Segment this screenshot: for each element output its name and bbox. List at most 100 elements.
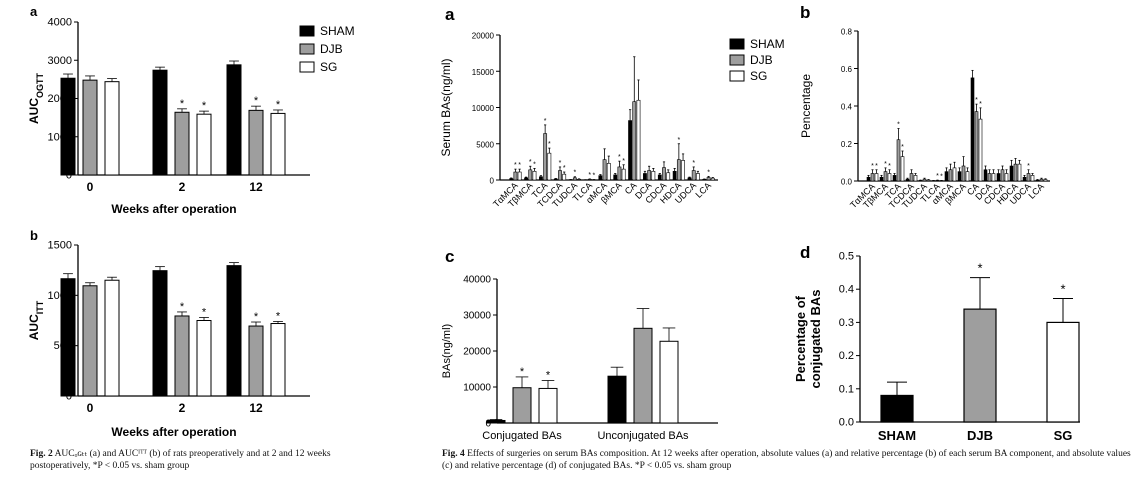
fig4a-bar-djb	[676, 159, 681, 181]
fig4b-bar-sg	[900, 156, 905, 182]
fig4a-bar-sham	[539, 176, 543, 181]
fig4a-bar-djb	[706, 177, 711, 181]
fig4a-bar-sham	[628, 120, 632, 181]
fig4a-bar-sg	[577, 178, 581, 181]
fig4d-y-tick-label: 0.5	[839, 251, 854, 263]
fig2a-legend-label: SHAM	[320, 24, 355, 38]
fig4b-sig-marker: *	[884, 161, 887, 168]
fig2b-panel-letter: b	[30, 228, 38, 243]
fig4b-bar-djb	[1039, 178, 1044, 182]
fig4a-bar-sham	[657, 174, 662, 181]
fig4a-sig-marker: *	[618, 154, 621, 161]
fig4d-y-tick-label: 0.1	[839, 383, 854, 395]
fig4b-bar-djb	[909, 173, 914, 182]
fig4b-x-tick-label: LCA	[1026, 181, 1045, 200]
fig4a-bar-sham	[524, 177, 528, 181]
fig2a-y-tick-label: 3000	[48, 55, 72, 67]
fig4a-bar-djb	[691, 170, 696, 181]
fig4a-bar-sham	[643, 173, 647, 181]
fig4a-bar-djb	[513, 171, 518, 181]
fig2b-y-label-main: AUC	[27, 314, 41, 340]
fig4d-y-tick-label: 0.0	[839, 417, 854, 429]
fig4a-bar-djb	[558, 170, 562, 181]
fig2b-bar-djb	[174, 315, 190, 397]
fig4a-legend-label: SG	[750, 69, 767, 83]
fig4a-y-tick-label: 20000	[472, 32, 495, 41]
fig4c-x-tick-label: Conjugated BAs	[482, 430, 562, 442]
fig4a-legend-label: SHAM	[750, 37, 785, 51]
fig4a-sig-marker: *	[563, 165, 566, 172]
fig2a-y-label-sub: OGTT	[35, 73, 45, 98]
fig4b-bar-sg	[887, 173, 892, 182]
fig2b-x-label: Weeks after operation	[111, 425, 236, 439]
fig2b-x-tick-label: 0	[87, 401, 94, 415]
fig4b-bar-sg	[952, 167, 957, 182]
fig4a-bar-djb	[572, 177, 577, 181]
fig4a-bar-djb	[617, 166, 622, 181]
fig4b-bar-djb	[961, 165, 966, 182]
fig4b-bar-sg	[978, 118, 983, 182]
fig4a-bar-sg	[517, 171, 522, 181]
fig4a-sig-marker: *	[559, 160, 562, 167]
fig4a-sig-marker: *	[593, 173, 596, 180]
fig2b-y-tick-label: 0	[66, 391, 72, 403]
fig4d-y-tick-label: 0.3	[839, 317, 854, 329]
fig4a-sig-marker: *	[548, 141, 551, 148]
fig4a-y-tick-label: 5000	[476, 140, 494, 149]
fig4a-bar-sg	[621, 168, 626, 181]
fig4a-legend-swatch-djb	[729, 54, 745, 66]
fig4d-bar-sg	[1046, 321, 1080, 423]
fig4a-bar-sg	[636, 99, 641, 181]
fig4-caption-text: Effects of surgeries on serum BAs compos…	[442, 449, 1131, 471]
fig4b-sig-marker: *	[975, 97, 978, 104]
fig2b-bar-sham	[60, 278, 76, 397]
fig4b-bar-djb	[870, 173, 875, 182]
fig4c-bar-sham	[607, 375, 627, 424]
fig4b-bar-djb	[987, 173, 992, 182]
fig4b-bar-djb	[948, 169, 953, 182]
fig2b-bar-sg	[104, 279, 120, 397]
fig4a-bar-sg	[562, 173, 567, 181]
fig4a-y-tick-label: 10000	[472, 104, 495, 113]
fig2a-legend-label: DJB	[320, 42, 343, 56]
fig4b-bar-sham	[879, 176, 884, 182]
fig4d-x-tick-label: SG	[1054, 428, 1073, 443]
fig4b-bar-sg	[926, 179, 931, 182]
fig4b-sig-marker: *	[979, 101, 982, 108]
fig4a-sig-marker: *	[518, 162, 521, 169]
fig2-caption-text: AUCₒɢₜₜ (a) and AUCᴵᵀᵀ (b) of rats preop…	[30, 449, 331, 471]
fig4c-y-tick-label: 30000	[463, 311, 491, 322]
fig4c-bar-sg	[659, 340, 679, 424]
fig4b-bar-djb	[896, 139, 901, 182]
fig4a-sig-marker: *	[529, 159, 532, 166]
fig4b-sig-marker: *	[897, 122, 900, 129]
fig4b-sig-marker: *	[936, 173, 939, 180]
fig4b-bar-sg	[1004, 173, 1009, 182]
fig4c-sig-marker: *	[520, 366, 525, 378]
fig4a-bar-sg	[547, 152, 552, 181]
fig2b-bar-djb	[82, 285, 98, 397]
fig4c-y-label: BAs(ng/ml)	[441, 324, 453, 378]
fig4b-bar-sg	[991, 173, 996, 182]
fig2a-x-tick-label: 0	[87, 180, 94, 194]
fig4b-bar-sham	[996, 173, 1001, 182]
fig4d-sig-marker: *	[977, 261, 982, 276]
fig2a-sig-marker: *	[254, 95, 259, 107]
fig2b-bar-sg	[270, 323, 286, 397]
fig4d-y-label-line: Percentage of	[793, 295, 808, 382]
fig4a-bar-sg	[696, 173, 700, 181]
fig4a-bar-djb	[647, 170, 652, 181]
fig4c-bar-djb	[633, 327, 653, 424]
fig4b-sig-marker: *	[875, 163, 878, 170]
fig2-caption-label: Fig. 2	[30, 449, 53, 459]
fig2a-panel-letter: a	[30, 4, 38, 19]
fig4b-bar-djb	[883, 171, 888, 182]
fig4b-y-tick-label: 0.8	[841, 28, 853, 37]
fig4a-panel-letter: a	[445, 5, 455, 24]
fig4a-bar-sg	[606, 163, 611, 181]
fig2a-bar-djb	[82, 79, 98, 176]
fig4a-bar-sg	[710, 177, 715, 181]
fig4a-sig-marker: *	[677, 137, 680, 144]
fig4b-panel-letter: b	[800, 3, 810, 22]
